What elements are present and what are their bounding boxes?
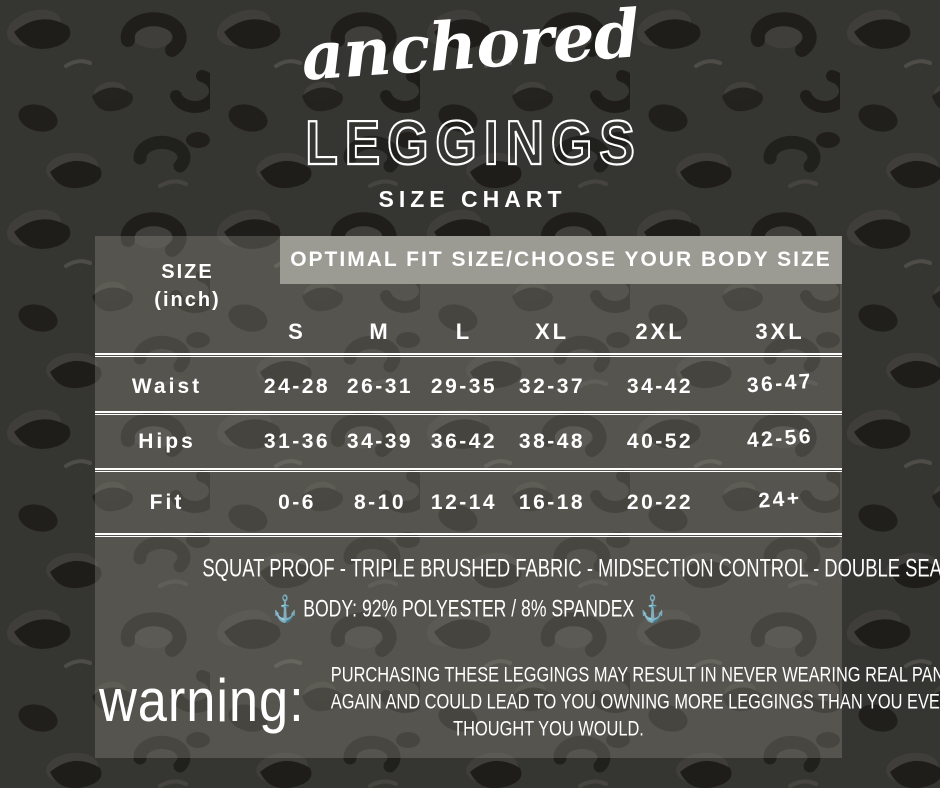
hips-m: 34-39	[346, 430, 414, 453]
waist-3xl: 36-47	[746, 369, 814, 398]
composition-text: BODY: 92% POLYESTER / 8% SPANDEX	[303, 594, 634, 622]
size-chart-heading: SIZE CHART	[378, 186, 567, 212]
table-divider	[95, 353, 842, 357]
hips-l: 36-42	[430, 430, 498, 453]
column-header-s: S	[288, 319, 306, 344]
size-unit-label: SIZE (inch)	[95, 236, 280, 314]
warning-line-3: THOUGHT YOU WOULD.	[453, 717, 644, 741]
fit-3xl: 24+	[757, 486, 803, 513]
size-chart-panel: OPTIMAL FIT SIZE/CHOOSE YOUR BODY SIZE S…	[95, 236, 940, 758]
table-divider	[95, 533, 842, 537]
warning-line-1: PURCHASING THESE LEGGINGS MAY RESULT IN …	[330, 663, 940, 687]
column-header-m: M	[369, 319, 391, 344]
row-label-waist: Waist	[131, 375, 203, 398]
product-title: LEGGINGS	[304, 108, 642, 179]
column-header-l: L	[455, 319, 473, 344]
fit-2xl: 20-22	[626, 491, 694, 514]
warning-line-2: AGAIN AND COULD LEAD TO YOU OWNING MORE …	[330, 690, 940, 714]
row-label-hips: Hips	[138, 430, 196, 453]
size-unit-line1: SIZE	[161, 261, 214, 283]
waist-m: 26-31	[346, 375, 414, 398]
hips-2xl: 40-52	[626, 430, 694, 453]
column-header-2xl: 2XL	[635, 319, 685, 344]
features-text: SQUAT PROOF - TRIPLE BRUSHED FABRIC - MI…	[202, 553, 940, 583]
composition-wrap: ⚓ BODY: 92% POLYESTER / 8% SPANDEX ⚓	[266, 594, 670, 625]
features-line: SQUAT PROOF - TRIPLE BRUSHED FABRIC - MI…	[95, 555, 940, 581]
anchor-icon: ⚓	[640, 594, 665, 625]
waist-xl: 32-37	[518, 375, 586, 398]
waist-s: 24-28	[263, 375, 331, 398]
table-divider	[95, 468, 842, 472]
hips-xl: 38-48	[518, 430, 586, 453]
column-header-3xl: 3XL	[755, 319, 805, 344]
fit-m: 8-10	[353, 491, 407, 514]
fabric-composition-line: ⚓ BODY: 92% POLYESTER / 8% SPANDEX ⚓	[95, 594, 842, 625]
waist-l: 29-35	[430, 375, 498, 398]
warning-label: warning:	[99, 667, 305, 735]
waist-2xl: 34-42	[626, 375, 694, 398]
row-label-fit: Fit	[149, 491, 185, 514]
fit-xl: 16-18	[518, 491, 586, 514]
hips-3xl: 42-56	[746, 424, 814, 453]
anchor-icon: ⚓	[272, 594, 297, 625]
column-header-xl: XL	[534, 319, 570, 344]
table-divider	[95, 411, 842, 415]
fit-l: 12-14	[430, 491, 498, 514]
hips-s: 31-36	[263, 430, 331, 453]
size-unit-line2: (inch)	[154, 289, 221, 311]
warning-text: PURCHASING THESE LEGGINGS MAY RESULT IN …	[283, 662, 940, 743]
optimal-fit-band: OPTIMAL FIT SIZE/CHOOSE YOUR BODY SIZE	[280, 236, 842, 284]
fit-s: 0-6	[278, 491, 316, 514]
